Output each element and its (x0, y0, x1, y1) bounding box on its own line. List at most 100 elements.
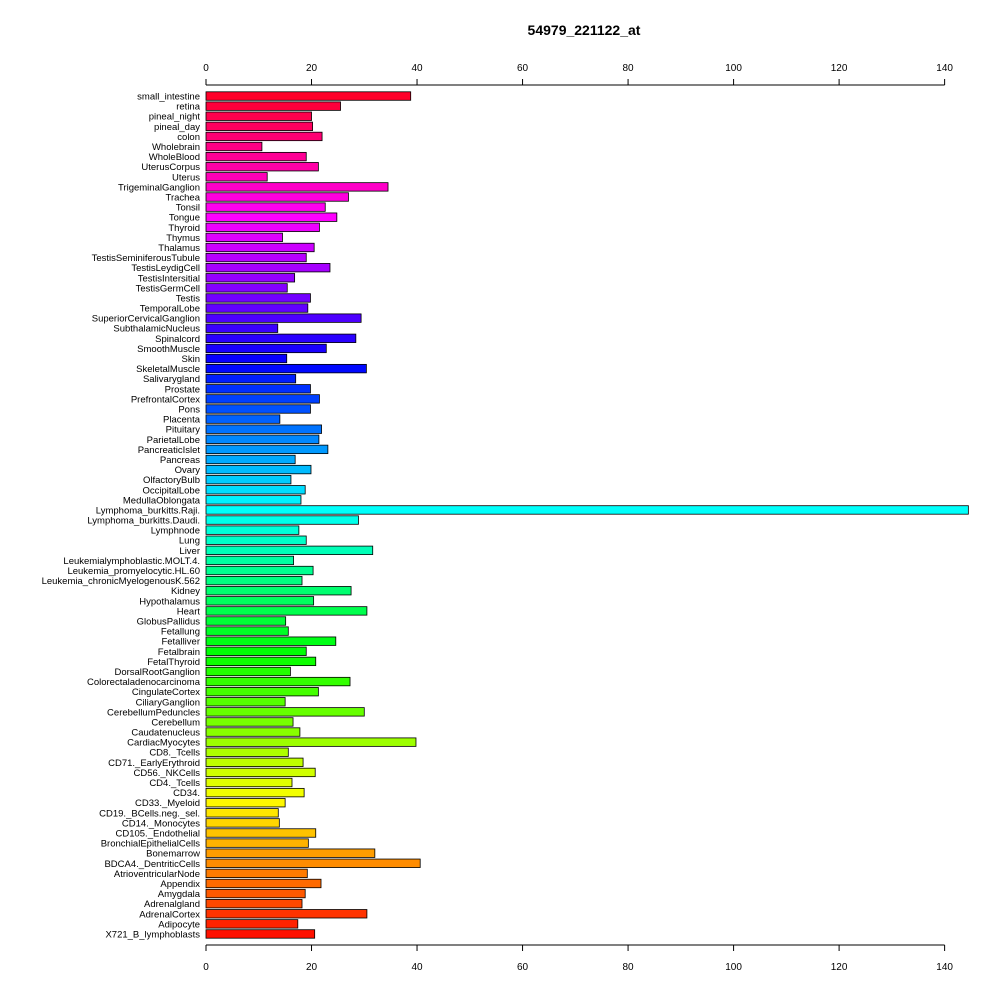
category-label: Leukemia_promyelocytic.HL.60 (67, 566, 200, 577)
category-label: Placenta (163, 415, 201, 426)
bar (205, 444, 329, 455)
bar (205, 404, 311, 414)
category-label: CD105._Endothelial (115, 829, 200, 840)
bar (205, 545, 374, 555)
category-labels: small_intestineretinapineal_nightpineal_… (42, 92, 201, 941)
category-label: CD4._Tcells (149, 778, 200, 789)
category-label: TestisIntersitial (138, 273, 200, 284)
category-label: CD14._Monocytes (122, 818, 200, 829)
bar (205, 212, 338, 222)
category-label: BronchialEpithelialCells (101, 839, 201, 850)
category-label: SuperiorCervicalGanglion (92, 314, 200, 325)
bar (205, 919, 299, 929)
bar (205, 131, 323, 142)
category-label: Pons (178, 405, 200, 416)
category-label: Prostate (165, 384, 200, 395)
category-label: Trachea (166, 193, 201, 204)
top-tick-label: 80 (623, 63, 635, 74)
bar (205, 707, 365, 717)
bar (205, 929, 316, 939)
bar (205, 293, 311, 303)
category-label: Amygdala (158, 889, 201, 900)
category-label: Bonemarrow (146, 849, 200, 860)
category-label: retina (176, 102, 200, 113)
bar (205, 909, 368, 919)
bar (205, 454, 296, 465)
bar (205, 313, 362, 323)
top-tick-label: 100 (725, 63, 742, 74)
category-label: Cerebellum (151, 717, 200, 728)
category-label: OlfactoryBulb (143, 475, 200, 486)
bars (205, 91, 969, 939)
bar (205, 414, 281, 424)
bar (205, 222, 320, 232)
bottom-tick-label: 20 (306, 962, 318, 973)
bar (205, 232, 283, 243)
category-label: WholeBlood (149, 152, 200, 163)
bar (205, 586, 352, 596)
bar (205, 757, 304, 767)
category-label: Spinalcord (155, 334, 200, 345)
category-label: Ovary (175, 465, 201, 476)
category-label: SmoothMuscle (137, 344, 200, 355)
category-label: X721_B_lymphoblasts (105, 929, 200, 940)
bar (205, 727, 301, 737)
category-label: CD71._EarlyErythroid (108, 758, 200, 769)
bar (205, 192, 349, 202)
bar (205, 464, 312, 475)
bar (205, 899, 303, 909)
category-label: PancreaticIslet (138, 445, 201, 456)
bar (205, 838, 309, 848)
category-label: CiliaryGanglion (136, 697, 200, 708)
bar (205, 202, 326, 212)
bar (205, 91, 412, 101)
bar (205, 666, 291, 677)
category-label: Hypothalamus (139, 596, 200, 607)
bar (205, 767, 316, 778)
bar (205, 626, 289, 636)
bottom-tick-label: 80 (623, 962, 635, 973)
bar (205, 787, 305, 798)
bar (205, 273, 296, 283)
category-label: CingulateCortex (132, 687, 200, 698)
category-label: CD33._Myeloid (135, 798, 200, 809)
bar (205, 878, 322, 889)
category-label: pineal_night (149, 112, 201, 123)
bar (205, 555, 294, 566)
category-label: FetalThyroid (147, 657, 200, 668)
category-label: colon (177, 132, 200, 143)
category-label: CD34. (173, 788, 200, 799)
category-label: Lung (179, 536, 200, 547)
category-label: Pancreas (160, 455, 200, 466)
category-label: UterusCorpus (141, 162, 200, 173)
bar (205, 818, 280, 828)
category-label: Tongue (169, 213, 200, 224)
bottom-tick-label: 100 (725, 962, 742, 973)
category-label: AdrenalCortex (139, 909, 200, 920)
bar (205, 121, 313, 131)
category-label: Skin (182, 354, 200, 365)
bar (205, 747, 289, 757)
bar (205, 828, 317, 838)
bottom-tick-label: 0 (203, 962, 209, 973)
top-tick-label: 60 (517, 63, 529, 74)
category-label: Appendix (160, 879, 200, 890)
category-label: MedullaOblongata (123, 495, 201, 506)
category-label: CD19._BCells.neg._sel. (99, 808, 200, 819)
category-label: CerebellumPeduncles (107, 707, 200, 718)
bar (205, 475, 292, 485)
top-tick-label: 40 (411, 63, 423, 74)
bar (205, 384, 311, 394)
bar (205, 676, 351, 687)
bar (205, 565, 314, 576)
category-label: PrefrontalCortex (131, 394, 200, 405)
category-label: Leukemialymphoblastic.MOLT.4. (63, 556, 200, 567)
bar (205, 798, 286, 808)
bar (205, 363, 367, 374)
bottom-axis: 0 20 40 60 80 100 120 140 (203, 944, 953, 973)
bar (205, 434, 320, 444)
bar (205, 162, 319, 172)
category-label: CardiacMyocytes (127, 738, 200, 749)
category-label: Thalamus (158, 243, 200, 254)
